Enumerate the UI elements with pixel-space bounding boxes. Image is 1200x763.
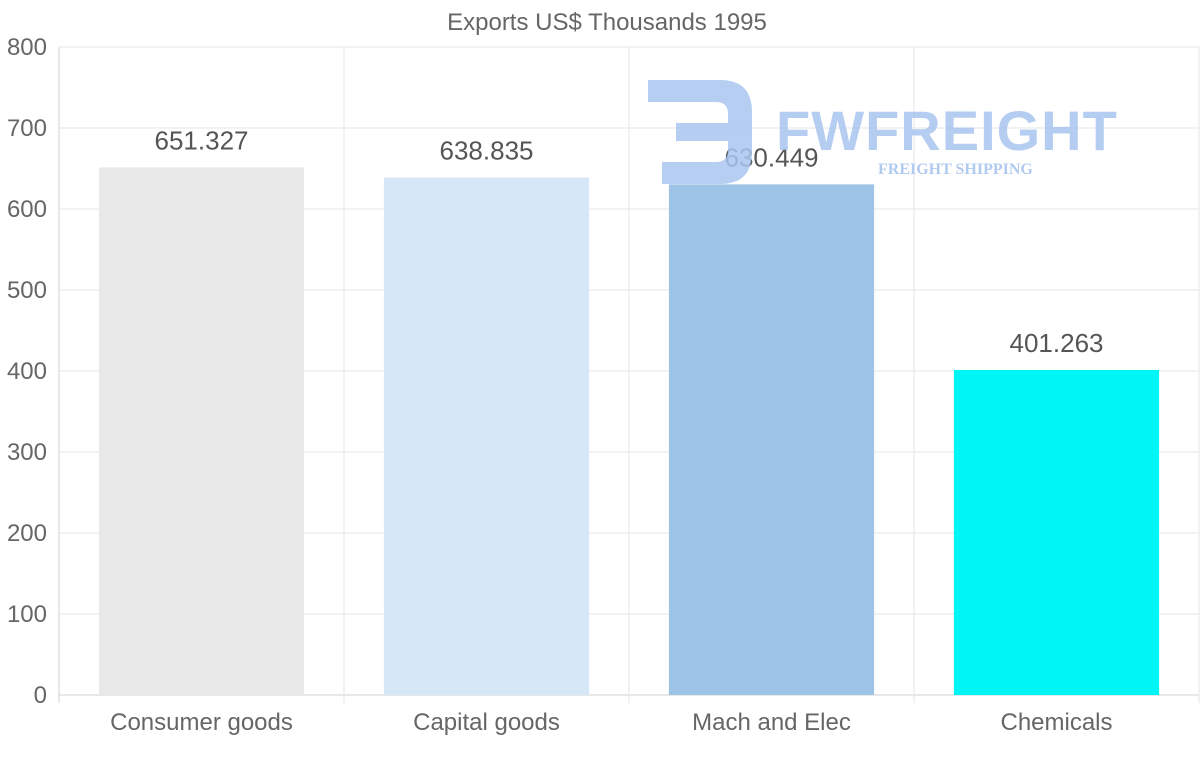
bar (668, 184, 875, 695)
y-tick-label: 800 (7, 34, 47, 61)
y-axis-labels: 0 100 200 300 400 500 600 700 800 (7, 34, 47, 709)
bar (98, 167, 305, 696)
x-tick-label: Chemicals (1000, 709, 1112, 736)
x-axis-labels: Consumer goods Capital goods Mach and Elec… (110, 709, 1112, 736)
y-tick-label: 500 (7, 277, 47, 304)
x-tick-label: Capital goods (413, 709, 560, 736)
x-tick-label: Mach and Elec (692, 709, 851, 736)
y-tick-label: 100 (7, 601, 47, 628)
y-tick-label: 0 (34, 682, 47, 709)
bar (383, 177, 590, 696)
data-label: 401.263 (1010, 328, 1104, 358)
data-label: 651.327 (155, 125, 249, 155)
y-tick-label: 700 (7, 115, 47, 142)
watermark-tagline: FREIGHT SHIPPING (878, 161, 1033, 178)
y-tick-label: 600 (7, 196, 47, 223)
x-tick-label: Consumer goods (110, 709, 293, 736)
data-label: 638.835 (440, 136, 534, 166)
watermark-mark-icon (648, 80, 752, 184)
y-tick-label: 400 (7, 358, 47, 385)
y-tick-label: 300 (7, 439, 47, 466)
chart-title: Exports US$ Thousands 1995 (447, 9, 767, 36)
watermark-brand: FWFREIGHT (776, 99, 1118, 162)
bars (98, 167, 1160, 696)
bar (953, 369, 1160, 695)
watermark-logo: FWFREIGHT FREIGHT SHIPPING (648, 80, 1118, 184)
y-tick-label: 200 (7, 520, 47, 547)
